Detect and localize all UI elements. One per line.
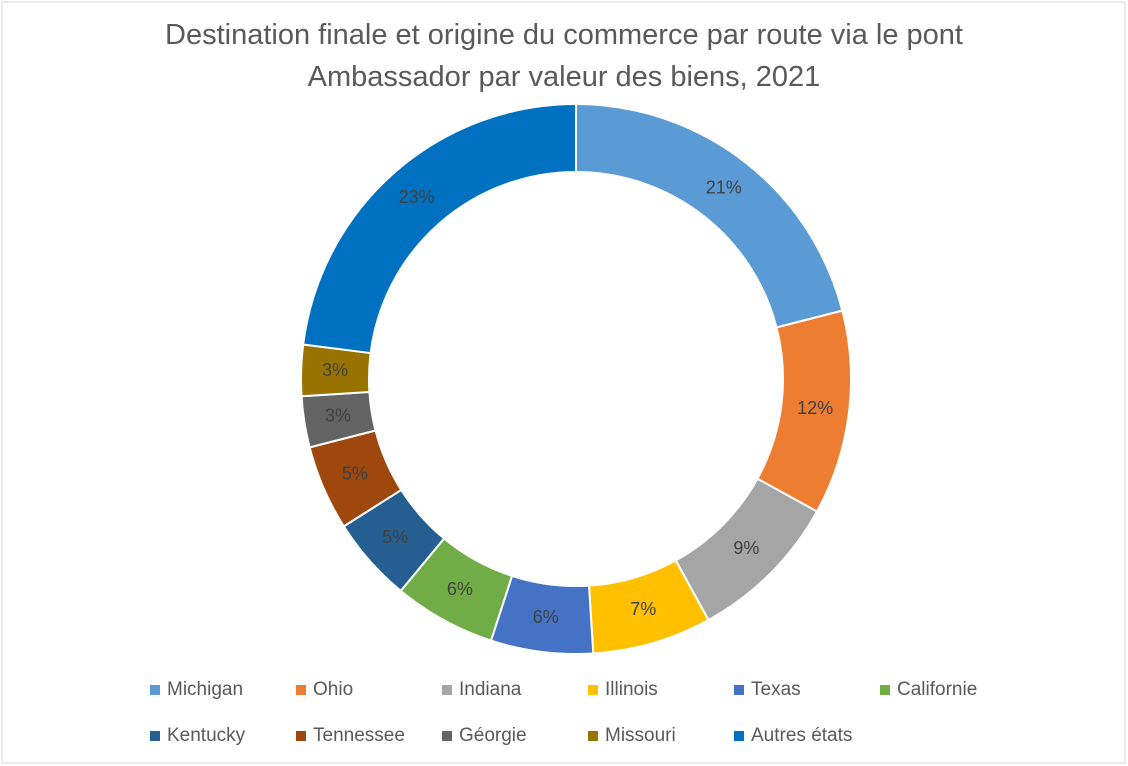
data-label: 5% (382, 527, 408, 547)
legend-label: Tennessee (313, 725, 405, 746)
legend-label: Michigan (167, 679, 243, 700)
legend-marker (442, 731, 452, 741)
legend-marker (588, 685, 598, 695)
chart-title: Destination finale et origine du commerc… (165, 19, 963, 93)
data-label: 3% (325, 405, 351, 425)
data-label: 6% (533, 607, 559, 627)
data-label: 23% (399, 187, 435, 207)
legend-marker (588, 731, 598, 741)
legend-label: Californie (897, 679, 977, 700)
legend-marker (734, 685, 744, 695)
legend-label: Texas (751, 679, 801, 700)
legend-label: Missouri (605, 725, 676, 746)
data-label: 7% (630, 599, 656, 619)
legend-marker (150, 731, 160, 741)
data-label: 5% (342, 463, 368, 483)
data-label: 12% (797, 398, 833, 418)
data-label: 6% (447, 579, 473, 599)
legend-label: Autres états (751, 725, 852, 746)
legend-label: Illinois (605, 679, 658, 700)
data-label: 21% (706, 177, 742, 197)
data-label: 3% (322, 360, 348, 380)
legend-marker (734, 731, 744, 741)
legend-label: Ohio (313, 679, 353, 700)
donut-slice (302, 102, 577, 355)
legend-label: Kentucky (167, 725, 246, 746)
legend-label: Géorgie (459, 725, 527, 746)
legend-marker (442, 685, 452, 695)
legend-marker (296, 685, 306, 695)
data-label: 9% (733, 538, 759, 558)
legend-marker (150, 685, 160, 695)
legend-marker (880, 685, 890, 695)
legend-marker (296, 731, 306, 741)
legend-label: Indiana (459, 679, 522, 700)
